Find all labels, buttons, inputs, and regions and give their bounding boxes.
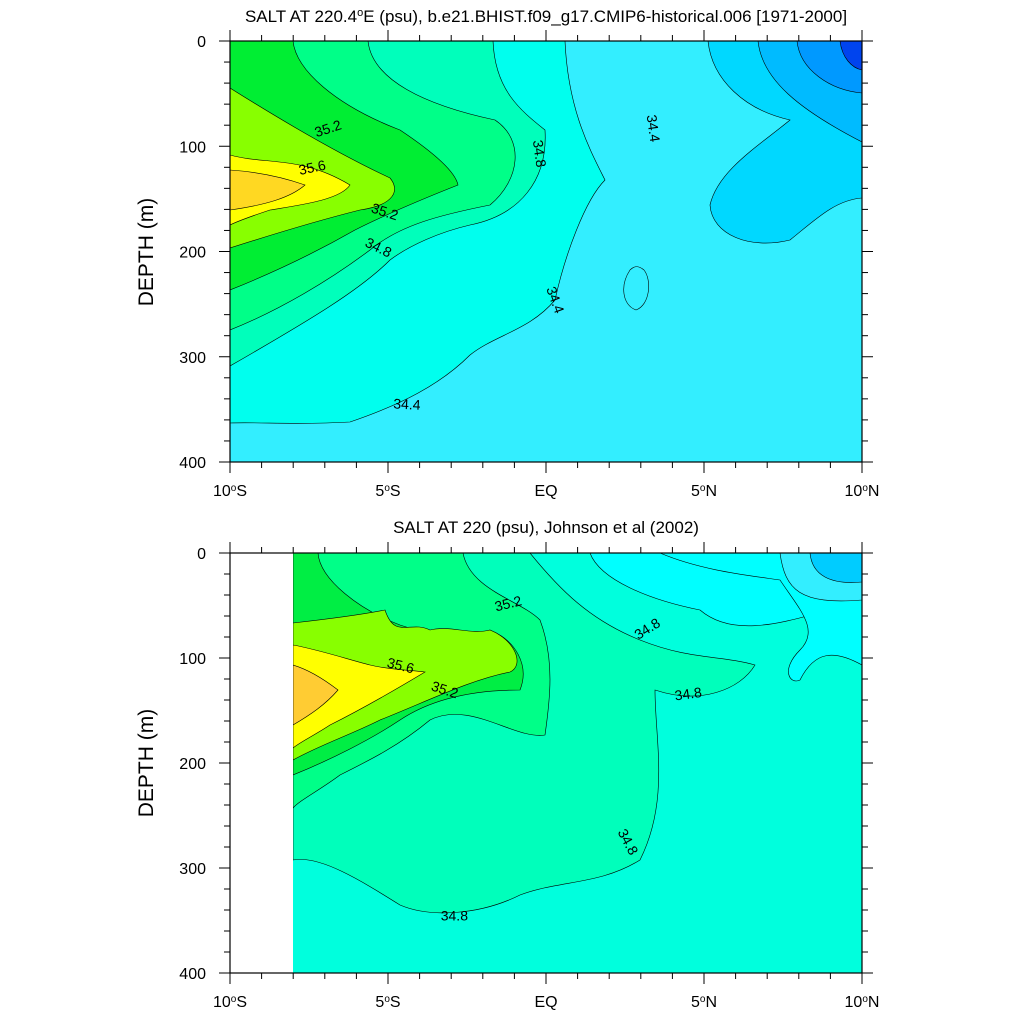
salinity-fill-closed-contour xyxy=(623,266,649,311)
y-tick-label: 100 xyxy=(179,651,206,668)
x-tick-label: 10oS xyxy=(213,483,247,501)
contour-label: 34.8 xyxy=(530,139,550,168)
contour-label: 35.2 xyxy=(493,592,524,614)
y-tick-label: 0 xyxy=(197,34,206,51)
y-tick-label: 200 xyxy=(179,245,206,262)
salinity-fill-north-min xyxy=(809,553,862,583)
y-tick-label: 300 xyxy=(179,861,206,878)
x-tick-label-hemisphere: S xyxy=(236,483,247,500)
panel-2-y-axis-label: DEPTH (m) xyxy=(135,709,158,818)
panel-1-y-axis-label: DEPTH (m) xyxy=(135,198,158,307)
x-tick-label: 5oN xyxy=(691,994,717,1012)
y-tick-label: 200 xyxy=(179,756,206,773)
contour-label: 34.4 xyxy=(393,395,421,412)
x-tick-label-number: 10 xyxy=(213,483,231,500)
x-tick-label: EQ xyxy=(534,994,557,1011)
contour-label: 35.6 xyxy=(385,654,416,676)
x-tick-label: 5oS xyxy=(375,483,400,501)
x-tick-label-number: 10 xyxy=(845,483,863,500)
y-tick-label: 300 xyxy=(179,350,206,367)
x-tick-label-degree: o xyxy=(231,994,237,1005)
x-tick-label-degree: o xyxy=(862,994,868,1005)
panel-2-title: SALT AT 220 (psu), Johnson et al (2002) xyxy=(393,518,699,537)
salinity-fill-35.4 xyxy=(293,609,518,761)
y-tick-label: 400 xyxy=(179,966,206,983)
contour-label: 34.8 xyxy=(674,684,703,704)
x-tick-label-hemisphere: N xyxy=(868,483,880,500)
x-tick-label-degree: o xyxy=(384,994,390,1005)
x-tick-label-number: EQ xyxy=(534,483,557,500)
panel-1-contour-field: 35.235.635.234.834.834.434.434.4 xyxy=(230,41,862,462)
x-tick-label-hemisphere: N xyxy=(705,994,717,1011)
x-tick-label-degree: o xyxy=(231,483,237,494)
x-tick-label-number: 10 xyxy=(845,994,863,1011)
x-tick-label-number: 5 xyxy=(375,994,384,1011)
x-tick-label-hemisphere: S xyxy=(390,994,401,1011)
contour-label: 34.4 xyxy=(644,114,664,143)
panel-1: SALT AT 220.4oE (psu), b.e21.BHIST.f09_g… xyxy=(135,7,879,500)
y-tick-label: 400 xyxy=(179,455,206,472)
x-tick-label-number: EQ xyxy=(534,994,557,1011)
x-tick-label-number: 5 xyxy=(691,994,700,1011)
x-tick-label-hemisphere: S xyxy=(390,483,401,500)
x-tick-label-degree: o xyxy=(862,483,868,494)
x-tick-label-number: 5 xyxy=(691,483,700,500)
x-tick-label-hemisphere: S xyxy=(236,994,247,1011)
x-tick-label-degree: o xyxy=(384,483,390,494)
x-tick-label: 10oS xyxy=(213,994,247,1012)
salinity-fill-35.6 xyxy=(293,644,426,749)
x-tick-label: 10oN xyxy=(845,483,880,501)
y-tick-label: 100 xyxy=(179,139,206,156)
x-tick-label-hemisphere: N xyxy=(705,483,717,500)
x-tick-label-hemisphere: N xyxy=(868,994,880,1011)
x-tick-label-degree: o xyxy=(700,994,706,1005)
salinity-fill-35.8 xyxy=(230,169,306,211)
salinity-fill-35.8 xyxy=(293,664,339,726)
x-tick-label: 5oS xyxy=(375,994,400,1012)
panel-1-title: SALT AT 220.4oE (psu), b.e21.BHIST.f09_g… xyxy=(245,7,847,26)
x-tick-label-number: 10 xyxy=(213,994,231,1011)
x-tick-label: EQ xyxy=(534,483,557,500)
y-tick-label: 0 xyxy=(197,546,206,563)
contour-label: 34.8 xyxy=(441,907,468,923)
contour-label: 35.6 xyxy=(297,157,327,178)
x-tick-label-degree: o xyxy=(700,483,706,494)
panel-2-contour-field: 35.235.635.234.834.834.834.8 xyxy=(293,553,862,973)
panel-2: SALT AT 220 (psu), Johnson et al (2002) … xyxy=(135,518,879,1011)
x-tick-label: 5oN xyxy=(691,483,717,501)
x-tick-label: 10oN xyxy=(845,994,880,1012)
x-tick-label-number: 5 xyxy=(375,483,384,500)
